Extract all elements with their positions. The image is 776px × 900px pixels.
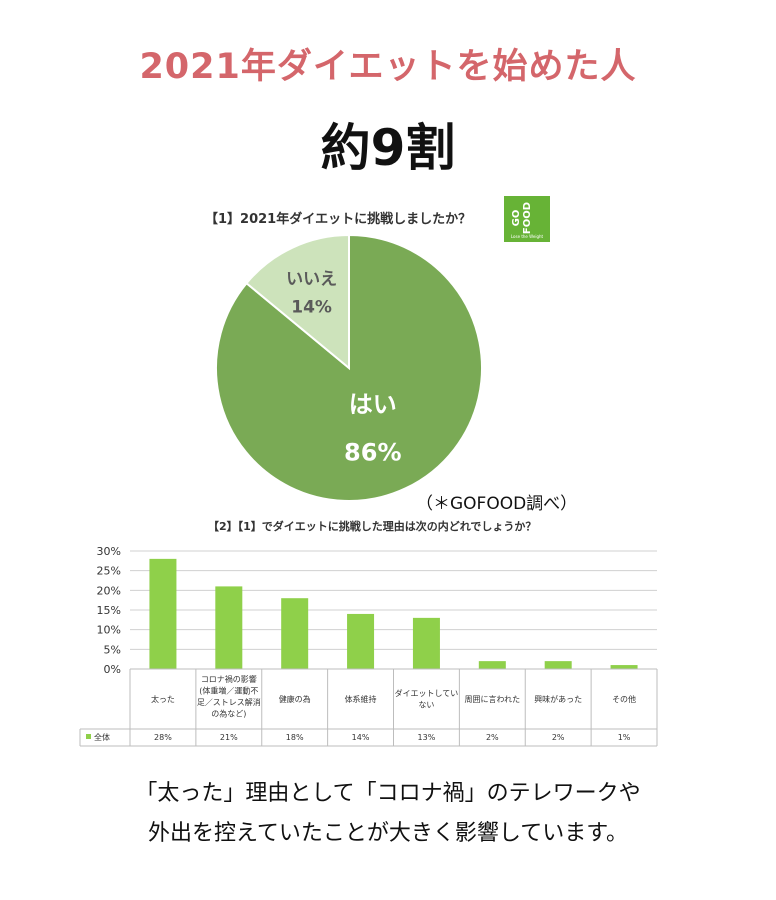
source-note: （＊GOFOOD調べ） xyxy=(416,494,578,514)
legend-swatch xyxy=(86,734,91,739)
category-label: ない xyxy=(418,701,434,710)
y-tick-label: 20% xyxy=(97,584,121,597)
headline: 2021年ダイエットを始めた人 xyxy=(139,47,637,87)
pie-value-label: 14% xyxy=(291,298,332,318)
y-tick-label: 25% xyxy=(97,565,121,578)
category-label: 周囲に言われた xyxy=(465,694,521,704)
value-label: 18% xyxy=(286,733,304,742)
bar-6 xyxy=(478,661,506,669)
value-label: 28% xyxy=(154,733,172,742)
value-label: 2% xyxy=(552,733,565,742)
pie-chart: はい 86% いいえ 14% xyxy=(215,233,483,502)
y-tick-label: 5% xyxy=(104,643,121,656)
category-label: 健康の為 xyxy=(279,694,311,704)
y-tick-label: 0% xyxy=(104,663,121,676)
category-label: ダイエットしてい xyxy=(395,688,459,698)
category-label: 足／ストレス解消 xyxy=(197,697,261,707)
value-label: 1% xyxy=(618,733,631,742)
value-label: 21% xyxy=(220,733,238,742)
bar-5 xyxy=(412,617,440,669)
gofood-logo: GO FOOD Lose the Weight xyxy=(504,196,550,242)
category-label: 体系維持 xyxy=(345,694,377,704)
pie-slice-no xyxy=(245,233,350,371)
bar-8 xyxy=(610,665,638,669)
y-tick-label: 30% xyxy=(97,545,121,558)
logo-small-text: Lose the Weight xyxy=(510,234,544,239)
category-label: 太った xyxy=(151,694,175,704)
pie-label: いいえ xyxy=(286,270,337,290)
bar-4 xyxy=(347,613,375,669)
category-label: 興味があった xyxy=(534,694,582,704)
pie-label: はい xyxy=(349,391,397,419)
bar-1 xyxy=(149,558,177,669)
category-label: コロナ禍の影響 xyxy=(201,674,257,684)
bar-2 xyxy=(215,586,243,669)
subhead: 約9割 xyxy=(320,119,456,177)
y-tick-label: 15% xyxy=(97,604,121,617)
footer-line-1: 「太った」理由として「コロナ禍」のテレワークや xyxy=(135,781,641,806)
category-label: その他 xyxy=(612,694,636,704)
bar-3 xyxy=(281,598,309,669)
value-label: 2% xyxy=(486,733,499,742)
footer-line-2: 外出を控えていたことが大きく影響しています。 xyxy=(147,821,629,846)
pie-chart-title: 【1】2021年ダイエットに挑戦しましたか？ xyxy=(205,212,472,227)
value-label: 14% xyxy=(352,733,370,742)
category-label: (体重増／運動不 xyxy=(199,686,258,696)
series-name: 全体 xyxy=(94,732,110,742)
value-label: 13% xyxy=(418,733,436,742)
bar-7 xyxy=(544,661,572,669)
bar-chart: 0% 5% 10% 15% 20% 25% 30% 太った コロナ禍の影響 (体重増／運動不足／ス… xyxy=(79,545,658,747)
category-label: の為など) xyxy=(211,709,246,719)
pie-value-label: 86% xyxy=(344,439,401,467)
bar-chart-title: 【2】【1】でダイエットに挑戦した理由は次の内どれでしょうか？ xyxy=(208,520,537,533)
y-tick-label: 10% xyxy=(97,624,121,637)
